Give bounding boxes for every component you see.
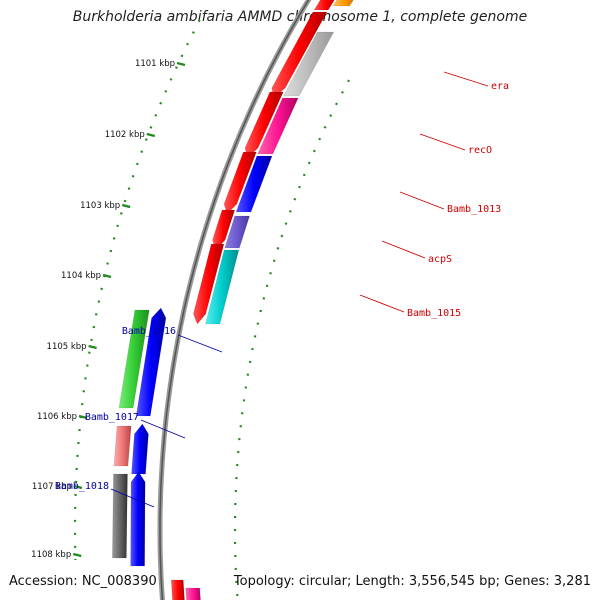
scale-tick: 1107 kbp	[32, 482, 83, 492]
blue-feature-1017[interactable]	[131, 423, 149, 475]
cds-bamb1015[interactable]	[193, 243, 225, 325]
svg-text:Bamb_1013: Bamb_1013	[447, 204, 501, 215]
scale-tick: 1104 kbp	[61, 271, 112, 281]
gene-label-bamb_1017[interactable]: Bamb_1017	[85, 412, 186, 439]
tick-label: 1101 kbp	[135, 59, 175, 69]
scale-tick: 1103 kbp	[80, 201, 131, 211]
grey-feature[interactable]	[283, 31, 335, 97]
tick-label: 1103 kbp	[80, 201, 120, 211]
gene-label-bamb_1013[interactable]: Bamb_1013	[399, 191, 501, 215]
svg-text:Bamb_1015: Bamb_1015	[407, 308, 461, 319]
accession-text: Accession: NC_008390	[9, 574, 157, 589]
svg-text:Bamb_1016: Bamb_1016	[122, 326, 176, 337]
tick-label: 1107 kbp	[32, 482, 72, 492]
tick-label: 1105 kbp	[47, 342, 87, 352]
cyan-feature[interactable]	[205, 249, 240, 325]
tick-label: 1102 kbp	[105, 130, 145, 140]
cds-bamb1013[interactable]	[223, 151, 257, 215]
gene-label-bamb_1016[interactable]: Bamb_1016	[122, 326, 223, 353]
gene-label-acps[interactable]: acpS	[381, 240, 452, 265]
scale-tick: 1106 kbp	[37, 412, 88, 422]
blue-feature-1013[interactable]	[235, 155, 273, 213]
svg-text:era: era	[491, 81, 509, 92]
svg-text:Bamb_1017: Bamb_1017	[85, 412, 139, 423]
gene-label-era[interactable]: era	[443, 71, 509, 92]
tick-label: 1104 kbp	[61, 271, 101, 281]
orange-feature[interactable]	[332, 0, 357, 7]
gene-label-bamb_1015[interactable]: Bamb_1015	[359, 294, 461, 319]
tick-label: 1106 kbp	[37, 412, 77, 422]
magenta-feature-bottom[interactable]	[185, 587, 201, 600]
tick-label: 1108 kbp	[31, 550, 71, 560]
svg-text:acpS: acpS	[428, 254, 452, 265]
scale-tick: 1108 kbp	[31, 550, 82, 560]
cds-feature-bottom[interactable]	[170, 579, 185, 600]
scale-tick: 1102 kbp	[105, 130, 156, 140]
dark-feature-1018[interactable]	[112, 473, 128, 559]
blue-feature-1016[interactable]	[135, 307, 167, 417]
pink-feature-1017[interactable]	[113, 425, 132, 467]
backbone-inner	[159, 0, 310, 600]
scale-tick: 1105 kbp	[47, 342, 97, 352]
blue-feature-1018[interactable]	[130, 471, 146, 567]
svg-text:Bamb_1018: Bamb_1018	[55, 481, 109, 492]
gene-label-bamb_1018[interactable]: Bamb_1018	[55, 481, 155, 508]
genome-summary-text: Topology: circular; Length: 3,556,545 bp…	[233, 574, 591, 589]
cds-feature[interactable]	[313, 0, 337, 11]
gene-label-reco[interactable]: recO	[419, 133, 492, 156]
scale-tick: 1101 kbp	[135, 59, 186, 69]
green-feature-1016[interactable]	[118, 309, 150, 409]
purple-feature[interactable]	[224, 215, 250, 249]
svg-text:recO: recO	[468, 145, 492, 156]
magenta-feature[interactable]	[257, 97, 299, 155]
